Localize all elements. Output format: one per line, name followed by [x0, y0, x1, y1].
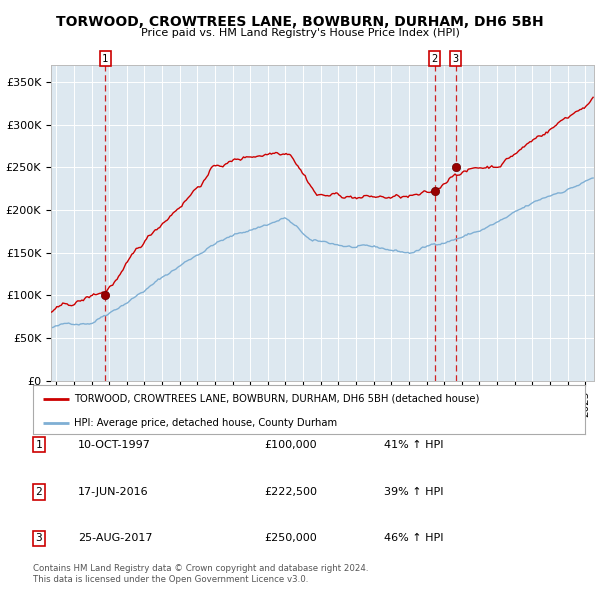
Text: 39% ↑ HPI: 39% ↑ HPI: [384, 487, 443, 497]
Text: 17-JUN-2016: 17-JUN-2016: [78, 487, 149, 497]
Text: TORWOOD, CROWTREES LANE, BOWBURN, DURHAM, DH6 5BH: TORWOOD, CROWTREES LANE, BOWBURN, DURHAM…: [56, 15, 544, 29]
Text: £100,000: £100,000: [264, 440, 317, 450]
Text: HPI: Average price, detached house, County Durham: HPI: Average price, detached house, Coun…: [74, 418, 338, 428]
Text: 25-AUG-2017: 25-AUG-2017: [78, 533, 152, 543]
Text: 41% ↑ HPI: 41% ↑ HPI: [384, 440, 443, 450]
Text: 1: 1: [102, 54, 109, 64]
Text: 2: 2: [431, 54, 438, 64]
Text: 10-OCT-1997: 10-OCT-1997: [78, 440, 151, 450]
Text: 3: 3: [452, 54, 459, 64]
Text: 3: 3: [35, 533, 43, 543]
Text: 46% ↑ HPI: 46% ↑ HPI: [384, 533, 443, 543]
Text: This data is licensed under the Open Government Licence v3.0.: This data is licensed under the Open Gov…: [33, 575, 308, 584]
Text: TORWOOD, CROWTREES LANE, BOWBURN, DURHAM, DH6 5BH (detached house): TORWOOD, CROWTREES LANE, BOWBURN, DURHAM…: [74, 394, 480, 404]
Text: £250,000: £250,000: [264, 533, 317, 543]
Text: 2: 2: [35, 487, 43, 497]
Text: £222,500: £222,500: [264, 487, 317, 497]
Text: Price paid vs. HM Land Registry's House Price Index (HPI): Price paid vs. HM Land Registry's House …: [140, 28, 460, 38]
Text: 1: 1: [35, 440, 43, 450]
Text: Contains HM Land Registry data © Crown copyright and database right 2024.: Contains HM Land Registry data © Crown c…: [33, 565, 368, 573]
